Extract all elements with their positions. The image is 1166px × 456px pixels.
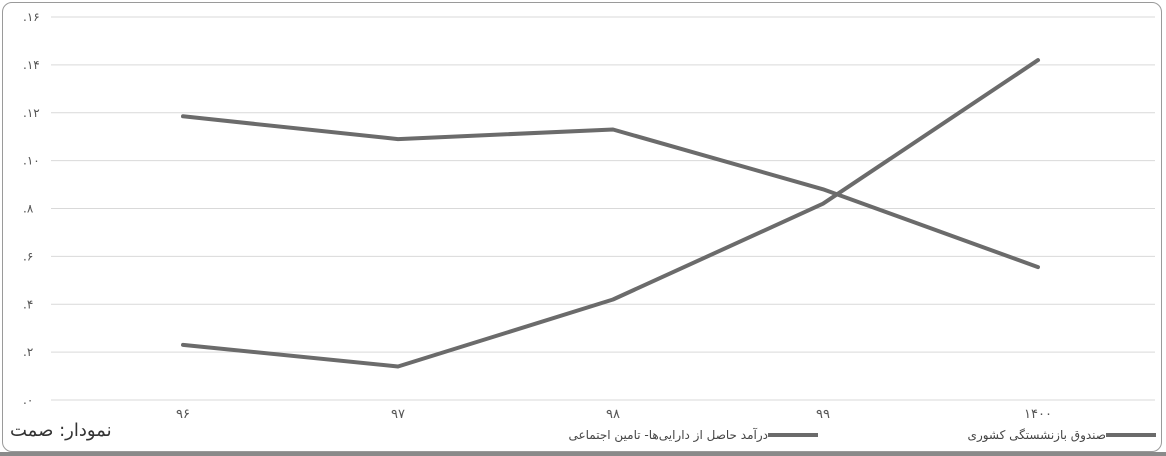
y-tick-label: .۱۲ — [23, 106, 40, 120]
x-tick-label: ۹۶ — [176, 407, 190, 422]
x-tick-label: ۹۹ — [816, 407, 830, 422]
y-tick-label: .۱۰ — [23, 154, 40, 168]
legend-swatch-pension-fund — [1106, 433, 1156, 437]
series-line-pension-fund — [181, 114, 1040, 270]
line-chart: .۰ .۲ .۴ .۶ .۸ .۱۰ .۱۲ .۱۴ .۱۶ ۹۶ ۹۷ ۹۸ ۹۹ ۱۴۰۰ — [23, 10, 1155, 422]
x-axis-ticks: ۹۶ ۹۷ ۹۸ ۹۹ ۱۴۰۰ — [176, 407, 1052, 422]
y-tick-label: .۱۶ — [23, 10, 40, 24]
y-tick-label: .۰ — [23, 393, 33, 407]
series-lines — [181, 58, 1040, 369]
chart-credit: نمودار: صمت — [10, 420, 112, 441]
y-tick-label: .۲ — [23, 345, 33, 359]
x-tick-label: ۱۴۰۰ — [1024, 407, 1052, 422]
y-tick-label: .۸ — [23, 202, 34, 216]
bottom-border — [0, 452, 1166, 456]
legend-label-pension-fund: صندوق بازنشستگی کشوری — [967, 428, 1106, 442]
legend-label-social-security: درآمد حاصل از دارایی‌ها- تامین اجتماعی — [568, 428, 768, 442]
y-tick-label: .۱۴ — [23, 58, 40, 72]
x-tick-label: ۹۷ — [391, 407, 405, 422]
legend-item-social-security: درآمد حاصل از دارایی‌ها- تامین اجتماعی — [568, 428, 822, 442]
grid — [51, 16, 1155, 401]
legend-item-pension-fund: صندوق بازنشستگی کشوری — [968, 428, 1160, 442]
legend-swatch-social-security — [768, 433, 818, 437]
y-tick-label: .۴ — [23, 297, 33, 311]
y-tick-label: .۶ — [23, 249, 33, 263]
y-axis-ticks: .۰ .۲ .۴ .۶ .۸ .۱۰ .۱۲ .۱۴ .۱۶ — [23, 10, 40, 407]
series-line-social-security — [181, 58, 1040, 369]
x-tick-label: ۹۸ — [606, 407, 620, 422]
